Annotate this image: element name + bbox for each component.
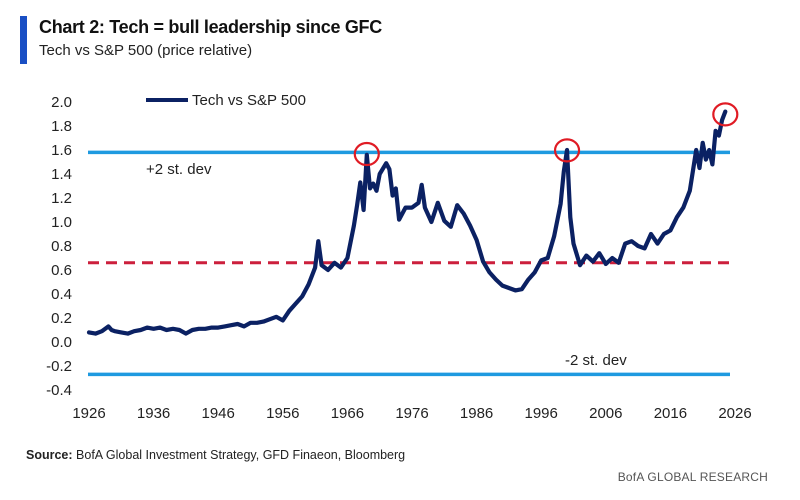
title-accent-bar [20, 16, 27, 64]
x-tick-label: 1926 [72, 405, 105, 422]
highlight-circles [353, 102, 739, 167]
y-tick-label: -0.2 [46, 358, 72, 375]
y-tick-label: -0.4 [46, 382, 72, 399]
reference-lines [88, 150, 730, 377]
legend-label: Tech vs S&P 500 [192, 92, 306, 109]
x-tick-label: 1996 [525, 405, 558, 422]
source-note: Source: BofA Global Investment Strategy,… [26, 448, 405, 462]
y-tick-label: 0.8 [51, 238, 72, 255]
x-tick-label: 1956 [266, 405, 299, 422]
x-tick-label: 1976 [395, 405, 428, 422]
y-tick-label: 1.0 [51, 214, 72, 231]
y-tick-label: 1.2 [51, 190, 72, 207]
x-tick-label: 1986 [460, 405, 493, 422]
brand-label: BofA GLOBAL RESEARCH [617, 470, 768, 484]
y-tick-label: 0.6 [51, 262, 72, 279]
chart-subtitle: Tech vs S&P 500 (price relative) [39, 42, 253, 59]
highlight-circle [553, 138, 581, 163]
annotation-minus-2-sd: -2 st. dev [565, 352, 627, 369]
chart-title: Chart 2: Tech = bull leadership since GF… [39, 17, 382, 37]
y-tick-label: 0.2 [51, 310, 72, 327]
highlight-circle [353, 141, 380, 167]
source-text: BofA Global Investment Strategy, GFD Fin… [76, 448, 406, 462]
source-label: Source: [26, 448, 73, 462]
y-axis-ticks: 2.0 1.8 1.6 1.4 1.2 1.0 0.8 0.6 0.4 0.2 0.0 -0.2 -0.… [46, 94, 72, 399]
x-tick-label: 2006 [589, 405, 622, 422]
y-tick-label: 1.8 [51, 118, 72, 135]
x-tick-label: 1936 [137, 405, 170, 422]
x-tick-label: 1966 [331, 405, 364, 422]
y-tick-label: 0.0 [51, 334, 72, 351]
y-tick-label: 0.4 [51, 286, 72, 303]
x-tick-label: 2026 [718, 405, 751, 422]
annotation-plus-2-sd: +2 st. dev [146, 161, 212, 178]
x-tick-label: 1946 [202, 405, 235, 422]
legend: Tech vs S&P 500 [146, 92, 306, 109]
x-axis-ticks: 1926 1936 1946 1956 1966 1976 1986 1996 2006 2016… [72, 405, 751, 422]
series-line-tech-vs-sp500 [86, 109, 728, 336]
x-tick-label: 2016 [654, 405, 687, 422]
highlight-circle [712, 102, 739, 127]
y-tick-label: 1.4 [51, 166, 72, 183]
y-tick-label: 1.6 [51, 142, 72, 159]
y-tick-label: 2.0 [51, 94, 72, 111]
